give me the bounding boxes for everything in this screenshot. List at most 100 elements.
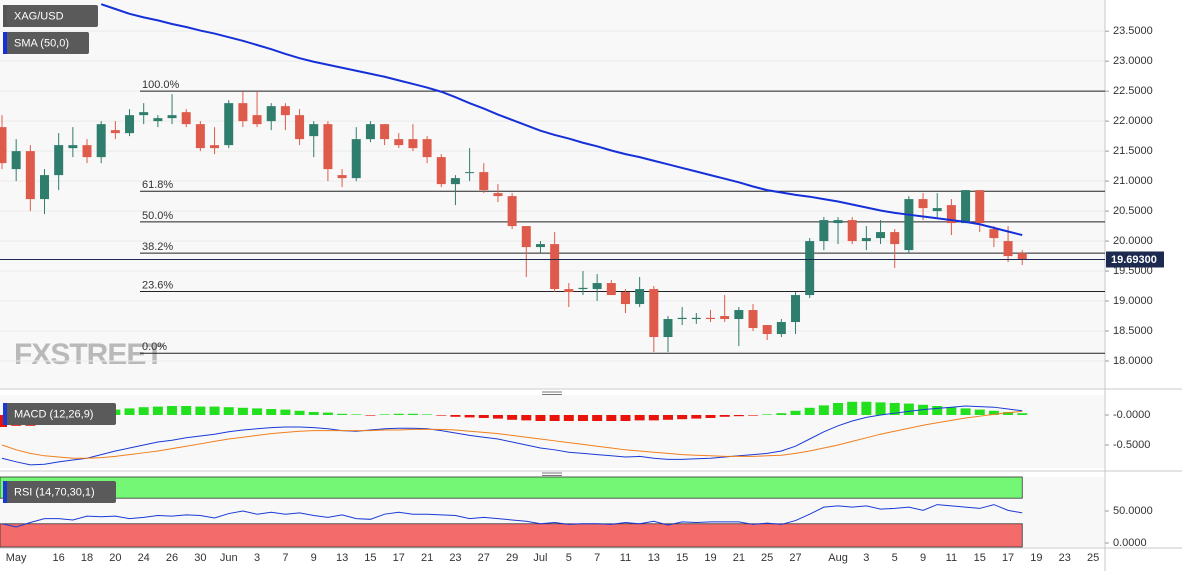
panel-grip[interactable] bbox=[542, 391, 562, 395]
macd-histogram-bar bbox=[988, 410, 999, 415]
indicator-swatch bbox=[3, 403, 7, 425]
candle-body bbox=[932, 208, 942, 212]
macd-histogram-bar bbox=[733, 414, 744, 417]
candle-body bbox=[606, 283, 616, 296]
candle-body bbox=[946, 205, 956, 224]
x-tick-label: 25 bbox=[761, 552, 773, 564]
y-tick-label: 22.0000 bbox=[1113, 115, 1153, 127]
macd-histogram-bar bbox=[1003, 411, 1014, 415]
candle-body bbox=[436, 157, 446, 185]
y-tick-label: 23.5000 bbox=[1113, 25, 1153, 37]
panel-grip[interactable] bbox=[542, 472, 562, 476]
candle-body bbox=[493, 193, 503, 197]
macd-histogram-bar bbox=[308, 411, 319, 415]
y-tick-label: 50.0000 bbox=[1113, 505, 1153, 517]
x-tick-label: 21 bbox=[733, 552, 745, 564]
fib-label: 23.6% bbox=[142, 279, 173, 291]
macd-histogram-bar bbox=[450, 414, 461, 417]
y-tick-label: 20.0000 bbox=[1113, 235, 1153, 247]
x-tick-label: 15 bbox=[364, 552, 376, 564]
x-tick-label: 26 bbox=[166, 552, 178, 564]
candle-body bbox=[54, 145, 64, 176]
y-tick-label: 23.0000 bbox=[1113, 55, 1153, 67]
candle-body bbox=[691, 317, 701, 320]
candle-body bbox=[238, 103, 248, 122]
fib-label: 61.8% bbox=[142, 179, 173, 191]
candle-body bbox=[847, 220, 857, 242]
fib-label: 38.2% bbox=[142, 241, 173, 253]
candle-body bbox=[280, 106, 290, 116]
candle-body bbox=[592, 283, 602, 290]
x-tick-label: 3 bbox=[863, 552, 869, 564]
macd-histogram-bar bbox=[818, 405, 829, 415]
indicator-badge[interactable] bbox=[3, 403, 116, 425]
macd-histogram-bar bbox=[507, 414, 518, 420]
candle-body bbox=[479, 172, 489, 191]
macd-histogram-bar bbox=[535, 414, 546, 421]
y-tick-label: 0.0000 bbox=[1113, 537, 1147, 549]
x-tick-label: 23 bbox=[1059, 552, 1071, 564]
macd-histogram-bar bbox=[351, 414, 362, 415]
macd-histogram-bar bbox=[946, 407, 957, 415]
candle-body bbox=[507, 196, 517, 227]
candle-body bbox=[564, 289, 574, 293]
macd-histogram-bar bbox=[662, 414, 673, 420]
candle-body bbox=[181, 112, 191, 125]
x-tick-label: 9 bbox=[311, 552, 317, 564]
last-price-label: 19.69300 bbox=[1111, 254, 1157, 266]
macd-histogram-bar bbox=[422, 414, 433, 415]
y-tick-label: 19.5000 bbox=[1113, 265, 1153, 277]
x-tick-label: 27 bbox=[789, 552, 801, 564]
candle-body bbox=[139, 112, 149, 116]
candle-body bbox=[833, 220, 843, 224]
candle-body bbox=[380, 124, 390, 140]
macd-histogram-bar bbox=[124, 408, 135, 415]
candle-body bbox=[252, 115, 262, 125]
candle-body bbox=[989, 229, 999, 239]
macd-histogram-bar bbox=[407, 413, 418, 415]
legend-badge[interactable] bbox=[3, 32, 89, 54]
macd-histogram-bar bbox=[606, 414, 617, 421]
x-tick-label: 19 bbox=[1030, 552, 1042, 564]
x-tick-label: 17 bbox=[393, 552, 405, 564]
indicator-swatch bbox=[3, 481, 7, 503]
x-tick-label: 7 bbox=[282, 552, 288, 564]
candle-body bbox=[422, 139, 432, 158]
indicator-label: MACD (12,26,9) bbox=[14, 408, 93, 420]
candle-body bbox=[720, 316, 730, 320]
macd-histogram-bar bbox=[960, 408, 971, 415]
candle-body bbox=[734, 310, 744, 320]
macd-histogram-bar bbox=[436, 414, 447, 416]
indicator-badge[interactable] bbox=[3, 481, 116, 503]
x-tick-label: 11 bbox=[620, 552, 631, 564]
macd-histogram-bar bbox=[634, 414, 645, 421]
watermark: FXSTREET bbox=[14, 338, 163, 371]
y-tick-label: 21.0000 bbox=[1113, 175, 1153, 187]
candle-body bbox=[663, 319, 673, 338]
candle-body bbox=[521, 226, 531, 248]
sma-line bbox=[100, 3, 1023, 237]
macd-histogram-bar bbox=[577, 414, 588, 421]
y-tick-label: 20.5000 bbox=[1113, 205, 1153, 217]
macd-histogram-bar bbox=[379, 414, 390, 415]
candle-body bbox=[153, 118, 163, 122]
macd-histogram-bar bbox=[237, 407, 248, 415]
y-tick-label: -0.0000 bbox=[1113, 409, 1150, 421]
macd-histogram-bar bbox=[1017, 413, 1028, 415]
x-tick-label: 5 bbox=[892, 552, 898, 564]
candle-body bbox=[125, 115, 135, 134]
x-tick-label: Aug bbox=[828, 552, 848, 564]
candle-body bbox=[1003, 241, 1013, 257]
macd-histogram-bar bbox=[932, 405, 943, 415]
y-tick-label: 19.0000 bbox=[1113, 295, 1153, 307]
candle-body bbox=[918, 199, 928, 209]
macd-histogram-bar bbox=[337, 413, 348, 415]
macd-histogram-bar bbox=[875, 402, 886, 415]
x-tick-label: 11 bbox=[946, 552, 957, 564]
x-tick-label: 3 bbox=[254, 552, 260, 564]
x-tick-label: 30 bbox=[194, 552, 206, 564]
legend-badge[interactable] bbox=[3, 5, 98, 27]
macd-histogram-bar bbox=[889, 402, 900, 415]
candle-body bbox=[550, 244, 560, 290]
macd-histogram-bar bbox=[903, 403, 914, 415]
